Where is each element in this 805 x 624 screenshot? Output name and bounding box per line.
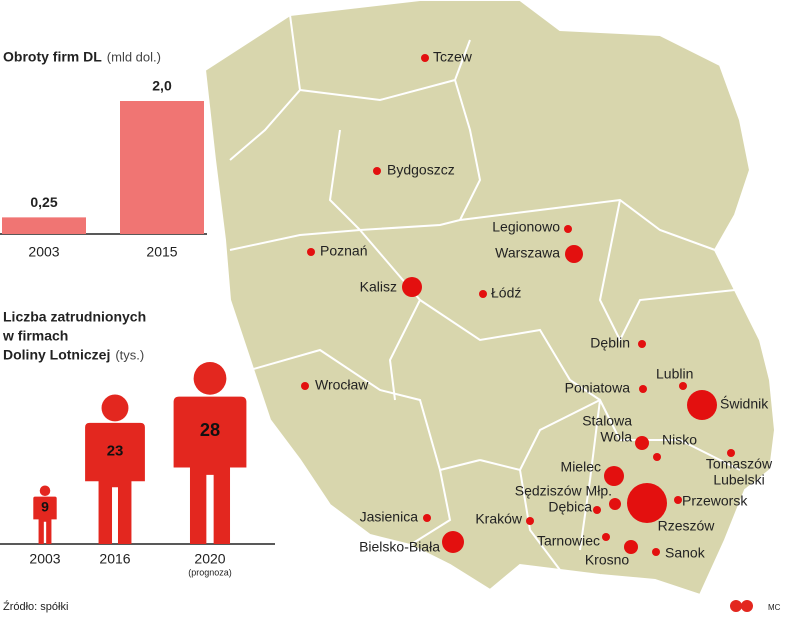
city-dot	[593, 506, 601, 514]
city-dot	[727, 449, 735, 457]
chart-title: Obroty firm DL	[3, 49, 102, 65]
value-label: 23	[107, 442, 124, 459]
pictogram-figure	[85, 394, 145, 544]
city-label: Lubelski	[713, 472, 764, 488]
chart-title: w firmach	[2, 328, 68, 344]
city-dot	[609, 498, 621, 510]
city-dot	[307, 248, 315, 256]
city-label: Bielsko-Biała	[359, 539, 440, 555]
city-label: Sanok	[665, 545, 706, 561]
city-dot	[687, 390, 717, 420]
chart-unit: (mld dol.)	[107, 49, 161, 64]
bar	[2, 217, 86, 234]
charts: Obroty firm DL (mld dol.) 0,25 2003 2,0 2015 L…	[0, 49, 275, 577]
city-dot	[635, 436, 649, 450]
value-label: 9	[41, 498, 49, 514]
city-label: Dęblin	[590, 335, 630, 351]
city-label: Tomaszów	[706, 456, 773, 472]
x-tick-label: 2015	[146, 244, 177, 260]
credit: MC	[768, 603, 781, 612]
value-label: 28	[200, 420, 220, 440]
city-label: Rzeszów	[658, 518, 716, 534]
figure-head	[193, 362, 227, 395]
chart-title: Doliny Lotniczej	[3, 347, 110, 363]
city-dot	[604, 466, 624, 486]
city-label: Nisko	[662, 432, 697, 448]
pictogram-figure	[173, 362, 247, 544]
figure-body	[33, 496, 57, 544]
pictogram-figure	[33, 485, 57, 544]
chart-title: Liczba zatrudnionych	[3, 309, 146, 325]
value-label: 2,0	[152, 78, 172, 94]
city-label: Lublin	[656, 366, 693, 382]
city-dot	[602, 533, 610, 541]
city-dot	[653, 453, 661, 461]
city-label: Poznań	[320, 243, 367, 259]
figure-body	[173, 396, 247, 544]
map	[203, 0, 777, 597]
city-label: Wola	[600, 429, 632, 445]
city-label: Bydgoszcz	[387, 162, 455, 178]
city-label: Łódź	[491, 285, 521, 301]
city-dot	[624, 540, 638, 554]
city-dot	[639, 385, 647, 393]
region-borders	[229, 14, 741, 571]
city-label: Warszawa	[495, 245, 560, 261]
city-label: Legionowo	[492, 219, 560, 235]
figure-body	[85, 422, 145, 544]
city-dot	[679, 382, 687, 390]
city-dot	[652, 548, 660, 556]
source: Źródło: spółki	[3, 600, 68, 613]
city-dot	[373, 167, 381, 175]
city-label: Przeworsk	[682, 493, 748, 509]
city-dot	[674, 496, 682, 504]
city-dot	[421, 54, 429, 62]
city-dot	[627, 483, 667, 523]
city-dot	[479, 290, 487, 298]
city-dot	[402, 277, 422, 297]
city-label: Wrocław	[315, 377, 369, 393]
city-label: Świdnik	[720, 395, 769, 412]
city-label: Krosno	[585, 552, 630, 568]
x-tick-label: 2003	[29, 551, 60, 567]
annotation: (prognoza)	[188, 567, 232, 577]
city-dot	[565, 245, 583, 263]
city-dot	[301, 382, 309, 390]
city-label: Kraków	[475, 511, 523, 527]
chart-unit: (tys.)	[115, 347, 144, 362]
city-label: Tczew	[433, 49, 473, 65]
city-label: Sędziszów Młp.	[515, 483, 612, 499]
city-label: Stalowa	[582, 413, 632, 429]
city-dot	[423, 514, 431, 522]
figure-head	[39, 485, 51, 497]
city-label: Dębica	[548, 499, 592, 515]
logo	[730, 600, 753, 612]
city-label: Kalisz	[360, 279, 397, 295]
city-dot	[526, 517, 534, 525]
city-dot	[564, 225, 572, 233]
bar	[120, 101, 204, 234]
figure-head	[101, 394, 129, 422]
value-label: 0,25	[30, 194, 57, 210]
country-outline	[203, 0, 777, 597]
x-tick-label: 2016	[99, 551, 130, 567]
x-tick-label: 2020	[194, 551, 225, 567]
city-label: Poniatowa	[565, 380, 631, 396]
cities: Tczew Bydgoszcz Legionowo Warszawa Poznań Kal…	[301, 49, 773, 568]
city-label: Tarnowiec	[537, 533, 600, 549]
city-dot	[638, 340, 646, 348]
city-dot	[442, 531, 464, 553]
city-label: Mielec	[561, 459, 601, 475]
x-tick-label: 2003	[28, 244, 59, 260]
city-label: Jasienica	[360, 509, 419, 525]
